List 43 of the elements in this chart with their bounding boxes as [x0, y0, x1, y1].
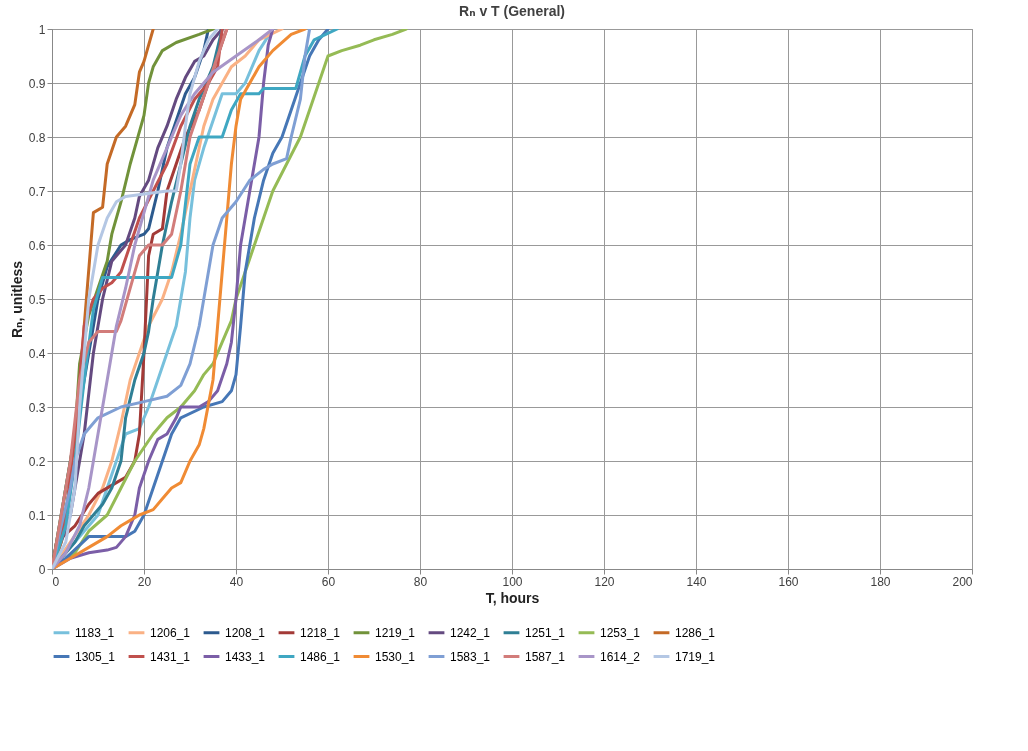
x-tick-label: 120 — [594, 574, 615, 589]
legend-label: 1587_1 — [525, 649, 566, 664]
x-tick-label: 160 — [778, 574, 799, 589]
x-tick-label: 20 — [137, 574, 152, 589]
legend-label: 1433_1 — [225, 649, 266, 664]
y-tick-label: 0.6 — [28, 238, 46, 253]
legend-label: 1218_1 — [300, 625, 341, 640]
chart-title: Rₙ v T (General) — [459, 3, 565, 19]
y-tick-label: 0.1 — [28, 508, 46, 523]
y-tick-label: 0.9 — [28, 76, 46, 91]
legend-label: 1431_1 — [150, 649, 191, 664]
x-tick-label: 60 — [321, 574, 336, 589]
legend-label: 1530_1 — [375, 649, 416, 664]
x-tick-label: 100 — [502, 574, 523, 589]
legend-label: 1219_1 — [375, 625, 416, 640]
y-tick-label: 0.5 — [28, 292, 46, 307]
y-tick-label: 1 — [38, 22, 46, 37]
y-tick-label: 0.7 — [28, 184, 46, 199]
legend-label: 1208_1 — [225, 625, 266, 640]
legend-label: 1305_1 — [75, 649, 116, 664]
x-axis-title: T, hours — [485, 589, 540, 606]
x-tick-label: 200 — [952, 574, 973, 589]
legend-label: 1183_1 — [75, 625, 115, 640]
legend-label: 1583_1 — [450, 649, 491, 664]
y-tick-label: 0 — [38, 562, 46, 577]
legend-label: 1286_1 — [675, 625, 716, 640]
x-tick-label: 180 — [870, 574, 891, 589]
x-tick-label: 80 — [413, 574, 428, 589]
legend-label: 1251_1 — [525, 625, 566, 640]
x-tick-label: 40 — [229, 574, 244, 589]
legend-label: 1486_1 — [300, 649, 341, 664]
legend-label: 1253_1 — [600, 625, 641, 640]
legend-label: 1719_1 — [675, 649, 716, 664]
x-tick-label: 140 — [686, 574, 707, 589]
x-tick-label: 0 — [52, 574, 60, 589]
legend-label: 1614_2 — [600, 649, 641, 664]
y-tick-label: 0.2 — [28, 454, 46, 469]
legend-label: 1242_1 — [450, 625, 491, 640]
y-tick-label: 0.3 — [28, 400, 46, 415]
legend-label: 1206_1 — [150, 625, 191, 640]
y-tick-label: 0.4 — [28, 346, 46, 361]
y-axis-title: Rₙ, unitless — [8, 260, 25, 339]
y-tick-label: 0.8 — [28, 130, 46, 145]
